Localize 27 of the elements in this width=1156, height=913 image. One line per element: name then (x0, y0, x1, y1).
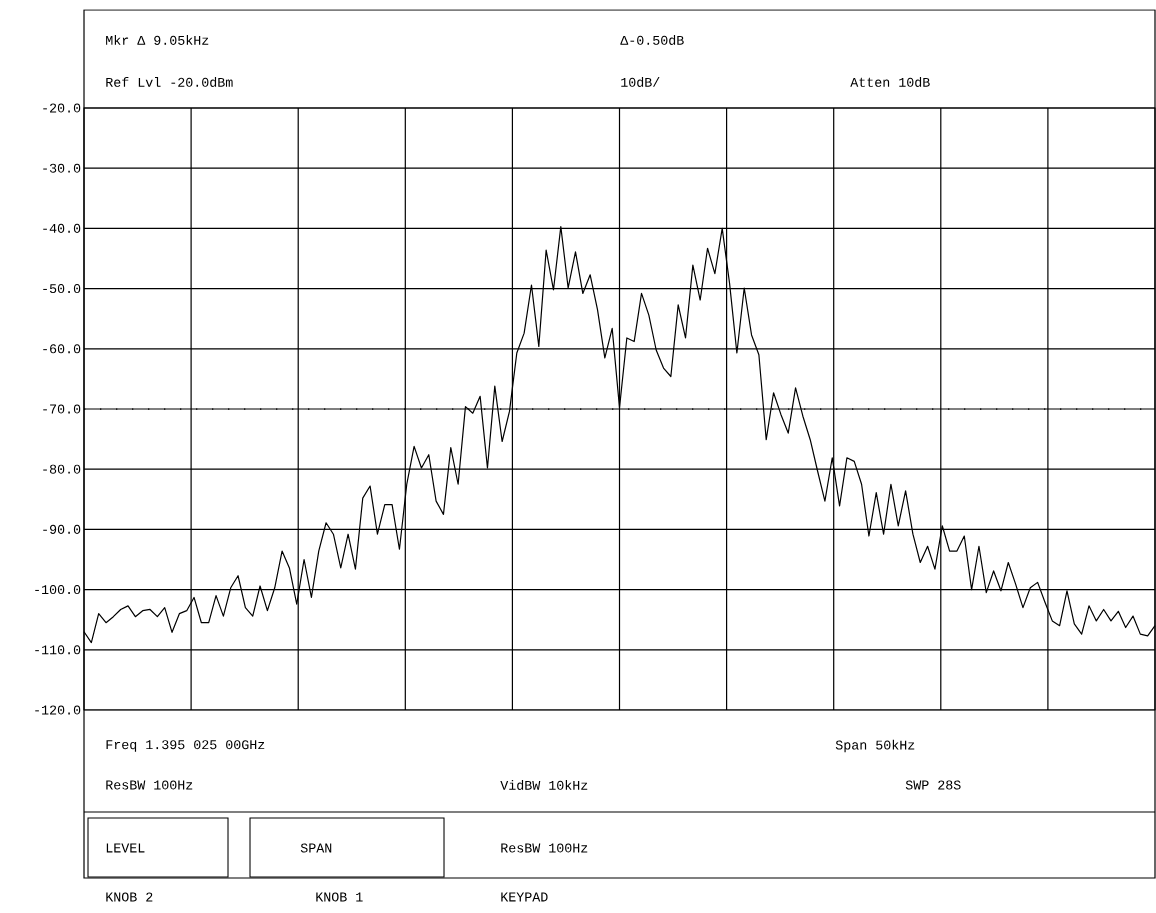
text: ResBW 100Hz (501, 843, 588, 853)
text: KNOB 2 (106, 892, 153, 902)
text: LEVEL (106, 843, 145, 853)
y-tick-label: -100.0 (35, 585, 81, 595)
y-tick-label: -70.0 (43, 404, 81, 414)
text: Δ-0.50dB (620, 35, 684, 45)
y-tick-label: -80.0 (43, 464, 81, 474)
y-tick-label: -30.0 (43, 163, 81, 173)
text: Span 50kHz (835, 739, 915, 753)
y-tick-label: -40.0 (43, 223, 81, 233)
y-tick-label: -50.0 (43, 284, 81, 294)
text: Ref Lvl -20.0dBm (106, 77, 233, 87)
text: Mkr Δ 9.05kHz (106, 35, 209, 45)
text: 10dB/ (621, 77, 660, 87)
text: Atten 10dB (850, 77, 930, 87)
text: KEYPAD (501, 892, 548, 902)
y-tick-label: -20.0 (43, 103, 81, 113)
y-tick-label: -90.0 (43, 524, 81, 534)
text: SWP 28S (905, 780, 961, 790)
y-tick-label: -110.0 (35, 645, 81, 655)
text: Freq 1.395 025 00GHz (106, 740, 265, 752)
text: KNOB 1 (316, 892, 363, 902)
text: SPAN (300, 843, 332, 853)
text: VidBW 10kHz (500, 780, 588, 790)
y-tick-label: -120.0 (35, 705, 81, 715)
text: ResBW 100Hz (106, 780, 193, 790)
y-tick-label: -60.0 (43, 344, 81, 354)
